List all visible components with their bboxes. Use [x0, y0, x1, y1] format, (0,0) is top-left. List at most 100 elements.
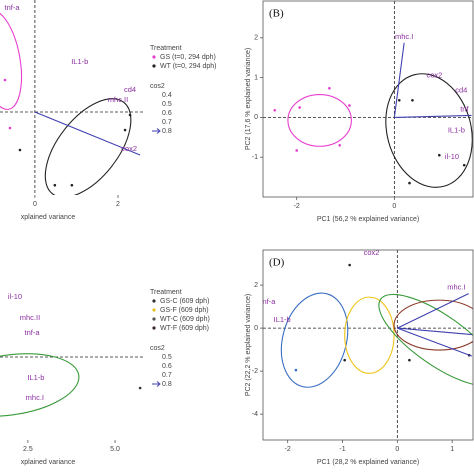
x-tick-label: 2.5: [23, 446, 33, 453]
plot-area: il-10 mhc.II tnf-a IL1-b mhc.I: [0, 292, 145, 417]
loading-label: mhc.I: [395, 32, 413, 41]
loading-arrow: [394, 114, 472, 118]
cos2-value: 0.6: [162, 363, 172, 370]
confidence-ellipse: [44, 98, 132, 195]
variable-label: mhc.II: [20, 313, 40, 322]
loading-arrow: [34, 111, 141, 156]
cos2-value: 0.8: [162, 128, 172, 135]
loading-arrow: [397, 327, 473, 357]
loading-label: tnf: [460, 104, 469, 113]
x-tick-label: 2: [116, 201, 120, 208]
legend-label: WT (t=0, 294 dph): [160, 63, 216, 70]
cos2-value: 0.7: [162, 372, 172, 379]
y-tick-label: -2: [252, 368, 258, 375]
frame: [262, 249, 474, 441]
legend-label: WT-C (609 dph): [160, 316, 210, 323]
plot-area: tnf-a IL1-b cox2: [263, 250, 473, 440]
confidence-ellipse: [385, 73, 473, 188]
point: [438, 153, 441, 157]
y-tick-label: 0: [254, 325, 258, 332]
variable-label: IL1-b: [448, 125, 465, 134]
loading-arrow: [397, 293, 469, 329]
legend-label: GS (t=0, 294 dph): [160, 54, 216, 61]
legend-swatch: [152, 64, 156, 68]
variable-label: IL1-b: [274, 315, 291, 324]
point: [273, 108, 277, 112]
confidence-ellipse: [344, 296, 395, 374]
x-axis-label: PC1 (28,2 % explained variance): [317, 459, 419, 466]
y-tick-label: 0: [254, 114, 258, 121]
point: [298, 106, 301, 109]
legend-label: GS-C (609 dph): [160, 298, 209, 305]
variable-label: il-10: [8, 292, 22, 301]
y-tick-label: -4: [252, 411, 258, 418]
point: [53, 183, 57, 187]
x-tick-label: 1: [450, 446, 454, 453]
x-tick-label: -2: [285, 446, 291, 453]
cos2-value: 0.8: [162, 381, 172, 388]
x-tick-label: -1: [339, 446, 345, 453]
point: [18, 148, 22, 152]
variable-label: il-10: [445, 152, 459, 161]
x-axis-label: xplained variance: [21, 214, 76, 221]
point: [138, 386, 142, 390]
variable-label: tnf-a: [25, 328, 41, 337]
frame: [262, 0, 474, 198]
point: [295, 149, 298, 152]
point: [338, 143, 341, 147]
point: [408, 358, 411, 362]
y-tick-label: -1: [252, 154, 258, 161]
cos2-value: 0.7: [162, 119, 172, 126]
confidence-ellipse: [393, 299, 473, 351]
point: [348, 104, 351, 107]
confidence-ellipse: [287, 93, 352, 147]
variable-label: cd4: [455, 86, 467, 95]
point: [408, 181, 411, 185]
point: [128, 113, 132, 117]
point: [397, 98, 401, 102]
confidence-ellipse: [280, 292, 349, 388]
y-tick-label: 2: [254, 282, 258, 289]
x-tick-label: 0: [395, 446, 399, 453]
legend-swatch: [152, 308, 156, 312]
x-tick-label: 5.0: [110, 446, 120, 453]
variable-label: tnf-a: [5, 3, 21, 12]
cos2-value: 0.5: [162, 101, 172, 108]
x-axis-label: PC1 (56,2 % explained variance): [317, 216, 419, 223]
point: [462, 163, 466, 167]
point: [328, 87, 331, 90]
legend-label: GS-F (609 dph): [160, 307, 209, 314]
cos2-arrowhead: [156, 128, 161, 134]
legend-title: Treatment: [150, 45, 182, 52]
loading-arrow: [393, 42, 405, 118]
legend-swatch: [152, 317, 156, 321]
loading-arrow: [397, 327, 472, 336]
point: [123, 128, 127, 132]
panel-title: (B): [269, 8, 284, 20]
legend-title: Treatment: [150, 289, 182, 296]
plot-area: cox2 cd4 IL1-b il-10: [263, 1, 473, 197]
y-axis-label: PC2 (17,6 % explained variance): [245, 48, 252, 150]
point: [348, 263, 351, 267]
variable-label: cox2: [426, 71, 442, 80]
x-axis-label: xplained variance: [21, 459, 76, 466]
legend-label: WT-F (609 dph): [160, 325, 209, 332]
point: [8, 126, 12, 130]
confidence-ellipse: [0, 10, 23, 110]
loading-label: mhc.I: [447, 283, 465, 292]
x-tick-label: 0: [33, 201, 37, 208]
variable-label: mhc.II: [108, 95, 128, 104]
loading-label: cox2: [121, 144, 137, 153]
cos2-arrowhead: [156, 381, 161, 387]
point: [294, 368, 298, 372]
x-tick-label: 0: [392, 203, 396, 210]
point: [411, 98, 414, 102]
panel-title: (D): [269, 257, 285, 269]
legend-swatch: [152, 55, 156, 59]
variable-label: IL1-b: [27, 373, 44, 382]
point: [343, 358, 346, 362]
y-tick-label: 1: [254, 74, 258, 81]
